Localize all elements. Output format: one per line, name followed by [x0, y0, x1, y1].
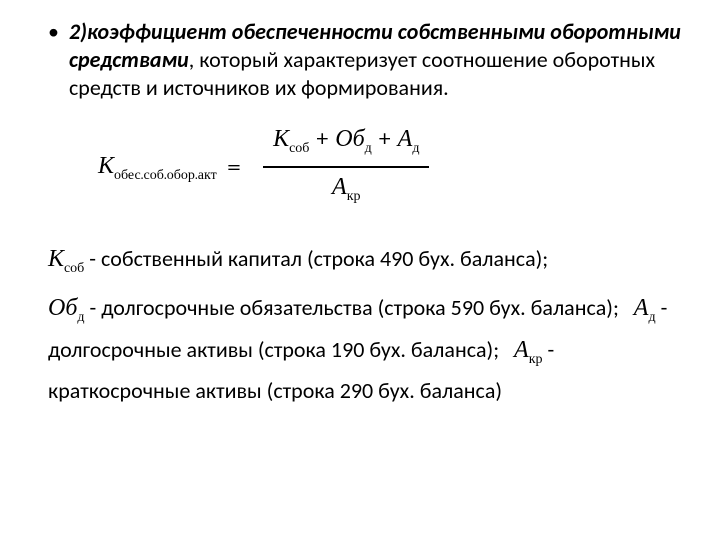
legend4-sub: кр: [529, 350, 543, 367]
legend-line-2-3-4: Обд - долгосрочные обязательства (строка…: [48, 291, 690, 407]
legend4-var: А: [514, 335, 529, 363]
num-t3v: А: [398, 124, 413, 152]
num-plus2: +: [372, 123, 398, 153]
legend2-sub: д: [77, 308, 84, 325]
num-t3s: д: [412, 139, 419, 156]
legend1-text: - собственный капитал (строка 490 бух. б…: [84, 245, 548, 272]
num-t2s: д: [365, 139, 372, 156]
num-t1s: соб: [289, 139, 309, 156]
formula-numerator: Ксоб + Обд + Ад: [263, 120, 429, 166]
formula: Кобес.соб.обор.акт = Ксоб + Обд + Ад Акр: [98, 120, 690, 214]
legend3-sub: д: [648, 308, 655, 325]
bullet-text: 2)коэффициент обеспеченности собственным…: [69, 18, 690, 102]
formula-lhs: Кобес.соб.обор.акт: [98, 150, 217, 184]
den-v: А: [332, 172, 347, 200]
num-t1v: К: [273, 124, 289, 152]
formula-lhs-var: К: [98, 151, 114, 179]
num-plus1: +: [309, 123, 335, 153]
formula-eq: =: [227, 152, 241, 182]
formula-fraction: Ксоб + Обд + Ад Акр: [263, 120, 429, 214]
legend: Ксоб - собственный капитал (строка 490 б…: [48, 242, 690, 407]
legend3-var: А: [634, 293, 649, 321]
legend-line-1: Ксоб - собственный капитал (строка 490 б…: [48, 242, 690, 284]
formula-denominator: Акр: [322, 168, 370, 214]
formula-lhs-sub: обес.соб.обор.акт: [114, 166, 217, 183]
bullet-marker: •: [48, 18, 59, 46]
den-s: кр: [347, 187, 361, 204]
bullet-item: • 2)коэффициент обеспеченности собственн…: [48, 18, 690, 102]
legend1-var: К: [48, 244, 64, 272]
slide-page: • 2)коэффициент обеспеченности собственн…: [0, 0, 720, 540]
legend1-sub: соб: [64, 258, 84, 275]
legend2-text: - долгосрочные обязательства (строка 590…: [85, 294, 619, 321]
num-t2v: Об: [335, 124, 364, 152]
legend2-var: Об: [48, 293, 77, 321]
